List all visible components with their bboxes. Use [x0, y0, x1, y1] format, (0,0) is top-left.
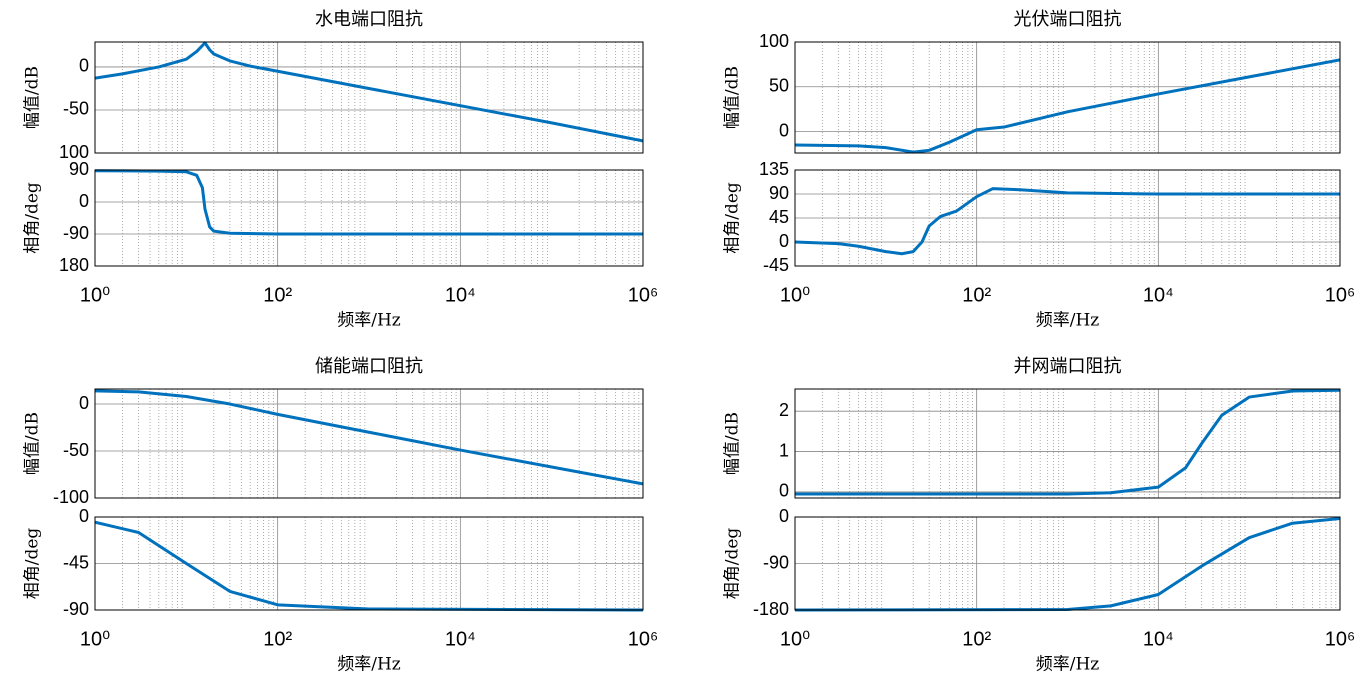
data-line: [95, 520, 643, 612]
x-tick-label: 10²: [962, 628, 991, 650]
y-tick-label: 0: [79, 191, 89, 211]
y-axis-label: 相角/deg: [723, 528, 743, 600]
axes-frame: [94, 516, 644, 611]
axes-frame: [94, 388, 644, 499]
subplot: 10⁰ 10² 10⁴ 10⁶ 135 90 45 0 -45 相角/deg 频率/Hz: [723, 159, 1356, 331]
data-line: [795, 58, 1340, 154]
y-tick-label: 2: [779, 400, 789, 420]
y-axis-label: 幅值/dB: [723, 412, 743, 475]
x-tick-label: 10⁴: [445, 628, 476, 650]
y-tick-label: 1: [779, 440, 789, 460]
y-tick-label: 50: [769, 76, 789, 96]
y-tick-label: 0: [779, 506, 789, 526]
y-tick-label: 100: [759, 31, 789, 51]
x-tick-label: 10⁰: [780, 628, 810, 650]
data-line: [795, 187, 1340, 256]
x-axis-label: 频率/Hz: [1036, 311, 1100, 331]
y-tick-label: 135: [759, 159, 789, 179]
y-tick-label: -90: [63, 599, 89, 619]
axes-frame: [94, 169, 644, 267]
plot-area: [795, 517, 1340, 612]
y-tick-label: 0: [79, 56, 89, 76]
x-tick-label: 10⁶: [1325, 628, 1355, 650]
y-tick-label: 0: [779, 120, 789, 140]
subplot-title: 储能端口阻抗: [315, 356, 423, 377]
subplot-title: 水电端口阻抗: [315, 9, 423, 30]
plot-area: [795, 187, 1340, 256]
y-axis-label: 相角/deg: [23, 182, 43, 254]
x-tick-label: 10²: [263, 628, 292, 650]
plot-area: [95, 41, 643, 143]
x-tick-label: 10⁶: [1325, 284, 1355, 306]
y-tick-label: -90: [763, 552, 789, 572]
y-tick-label: 45: [769, 207, 789, 227]
subplot: 10⁰ 10² 10⁴ 10⁶ 0 -45 -90 相角/deg 频率/Hz: [23, 506, 659, 675]
y-tick-label: 100: [59, 142, 89, 162]
data-line: [95, 169, 643, 236]
y-tick-label: 0: [79, 393, 89, 413]
y-tick-label: 90: [769, 183, 789, 203]
y-tick-label: -180: [753, 599, 789, 619]
plot-area: [95, 389, 643, 486]
x-tick-label: 10⁶: [628, 284, 658, 306]
axes-frame: [794, 388, 1341, 499]
x-axis-label: 频率/Hz: [337, 311, 401, 331]
axes-frame: [794, 41, 1341, 154]
y-tick-label: 180: [59, 255, 89, 275]
x-axis-label: 频率/Hz: [1036, 655, 1100, 675]
x-tick-label: 10⁰: [780, 284, 810, 306]
y-tick-label: 90: [69, 159, 89, 179]
plot-area: [795, 58, 1340, 154]
data-line: [95, 389, 643, 486]
subplot: 10⁰ 10² 10⁴ 10⁶ 0 -90 -180 相角/deg 频率/Hz: [723, 506, 1356, 675]
axes-frame: [794, 516, 1341, 611]
y-tick-label: -90: [63, 223, 89, 243]
y-tick-label: -50: [63, 440, 89, 460]
x-axis-label: 频率/Hz: [337, 655, 401, 675]
y-tick-label: 0: [79, 506, 89, 526]
x-tick-label: 10²: [263, 284, 292, 306]
plot-area: [95, 169, 643, 236]
subplot: 10⁰ 10² 10⁴ 10⁶ 90 0 -90 180 相角/deg 频率/Hz: [23, 159, 659, 331]
x-tick-label: 10⁰: [80, 628, 110, 650]
axes-frame: [94, 41, 644, 154]
data-line: [795, 517, 1340, 612]
x-tick-label: 10⁴: [1143, 284, 1174, 306]
y-tick-label: -100: [53, 487, 89, 507]
y-axis-label: 幅值/dB: [723, 66, 743, 129]
y-tick-label: -45: [63, 552, 89, 572]
x-tick-label: 10⁴: [445, 284, 476, 306]
axes-frame: [794, 169, 1341, 267]
y-tick-label: -50: [63, 99, 89, 119]
subplot-title: 光伏端口阻抗: [1014, 9, 1122, 30]
y-axis-label: 幅值/dB: [23, 66, 43, 129]
x-tick-label: 10⁴: [1143, 628, 1174, 650]
x-tick-label: 10²: [962, 284, 991, 306]
y-axis-label: 相角/deg: [23, 528, 43, 600]
data-line: [795, 388, 1340, 496]
data-line: [95, 41, 643, 143]
plot-area: [95, 520, 643, 612]
subplot-title: 并网端口阻抗: [1014, 356, 1122, 377]
x-tick-label: 10⁰: [80, 284, 110, 306]
plot-area: [795, 388, 1340, 496]
y-tick-label: -45: [763, 255, 789, 275]
y-tick-label: 0: [779, 481, 789, 501]
x-tick-label: 10⁶: [628, 628, 658, 650]
y-axis-label: 幅值/dB: [23, 412, 43, 475]
y-axis-label: 相角/deg: [723, 182, 743, 254]
y-tick-label: 0: [779, 231, 789, 251]
